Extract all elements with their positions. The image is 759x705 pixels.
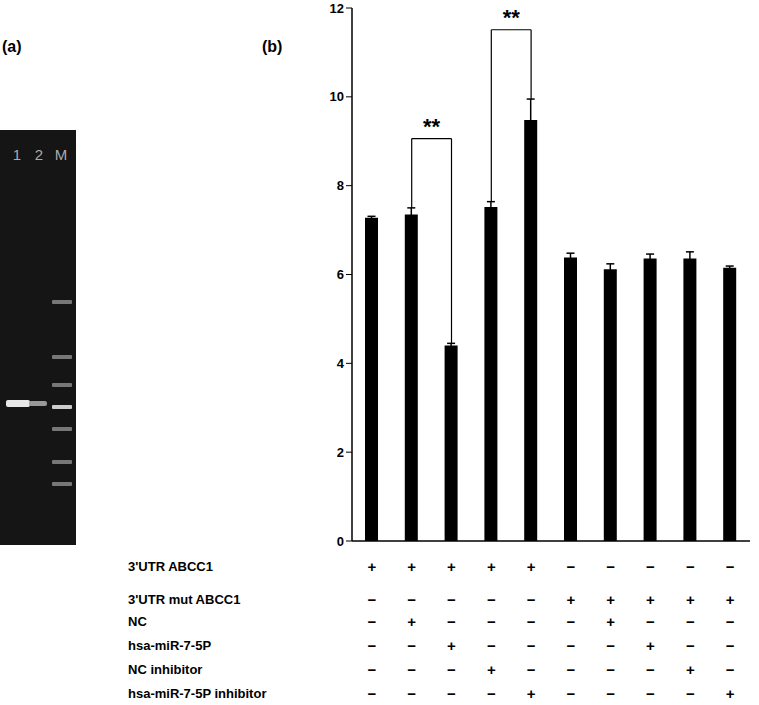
svg-text:+: + (646, 637, 655, 654)
svg-text:+: + (407, 613, 416, 630)
svg-text:−: − (527, 637, 536, 654)
svg-text:−: − (407, 685, 416, 702)
svg-text:8: 8 (337, 178, 344, 193)
svg-text:2: 2 (337, 445, 344, 460)
svg-text:−: − (368, 637, 377, 654)
svg-text:−: − (567, 613, 576, 630)
svg-text:NC inhibitor: NC inhibitor (128, 662, 202, 677)
svg-text:−: − (487, 637, 496, 654)
svg-text:−: − (567, 637, 576, 654)
svg-text:+: + (686, 591, 695, 608)
svg-text:−: − (686, 613, 695, 630)
svg-text:−: − (726, 637, 735, 654)
svg-text:−: − (487, 613, 496, 630)
svg-text:−: − (567, 661, 576, 678)
svg-text:−: − (487, 591, 496, 608)
svg-text:6: 6 (337, 267, 344, 282)
svg-text:−: − (567, 685, 576, 702)
svg-text:**: ** (423, 114, 441, 139)
svg-text:−: − (527, 613, 536, 630)
svg-text:+: + (606, 591, 615, 608)
svg-text:−: − (407, 637, 416, 654)
html-text:(a): (a) (2, 38, 22, 55)
svg-text:−: − (447, 661, 456, 678)
svg-text:−: − (527, 591, 536, 608)
svg-text:−: − (606, 661, 615, 678)
svg-text:−: − (646, 558, 655, 575)
svg-text:hsa-miR-7-5P inhibitor: hsa-miR-7-5P inhibitor (128, 686, 266, 701)
svg-text:+: + (407, 558, 416, 575)
svg-text:+: + (368, 558, 377, 575)
svg-text:−: − (726, 613, 735, 630)
svg-text:−: − (646, 661, 655, 678)
svg-text:−: − (646, 685, 655, 702)
svg-text:−: − (407, 661, 416, 678)
svg-text:−: − (447, 685, 456, 702)
svg-text:−: − (487, 685, 496, 702)
svg-text:+: + (487, 558, 496, 575)
svg-text:−: − (368, 661, 377, 678)
svg-text:+: + (646, 591, 655, 608)
svg-text:−: − (407, 591, 416, 608)
svg-text:hsa-miR-7-5P: hsa-miR-7-5P (128, 638, 211, 653)
svg-text:−: − (686, 558, 695, 575)
svg-text:+: + (447, 637, 456, 654)
svg-text:10: 10 (330, 89, 344, 104)
svg-text:0: 0 (337, 534, 344, 549)
svg-text:**: ** (503, 5, 521, 30)
svg-text:3'UTR ABCC1: 3'UTR ABCC1 (128, 559, 213, 574)
svg-text:−: − (646, 613, 655, 630)
svg-text:−: − (447, 591, 456, 608)
svg-text:+: + (567, 591, 576, 608)
svg-text:2: 2 (35, 146, 43, 163)
svg-text:12: 12 (330, 1, 344, 16)
svg-text:3'UTR mut ABCC1: 3'UTR mut ABCC1 (128, 592, 240, 607)
svg-text:−: − (726, 661, 735, 678)
svg-text:−: − (686, 685, 695, 702)
svg-text:−: − (726, 558, 735, 575)
svg-text:+: + (487, 661, 496, 678)
svg-text:−: − (368, 685, 377, 702)
svg-text:−: − (368, 591, 377, 608)
svg-text:1: 1 (13, 146, 21, 163)
html-text:(b): (b) (262, 38, 283, 55)
svg-text:+: + (447, 558, 456, 575)
svg-text:NC: NC (128, 614, 147, 629)
svg-text:−: − (368, 613, 377, 630)
svg-text:+: + (527, 558, 536, 575)
svg-text:−: − (567, 558, 576, 575)
svg-text:−: − (606, 558, 615, 575)
svg-text:M: M (55, 146, 68, 163)
svg-text:−: − (686, 637, 695, 654)
svg-text:−: − (527, 661, 536, 678)
svg-text:−: − (447, 613, 456, 630)
svg-text:+: + (726, 685, 735, 702)
svg-text:+: + (686, 661, 695, 678)
svg-text:−: − (606, 685, 615, 702)
svg-text:+: + (527, 685, 536, 702)
svg-text:−: − (606, 637, 615, 654)
svg-text:+: + (606, 613, 615, 630)
svg-text:4: 4 (337, 356, 345, 371)
svg-text:+: + (726, 591, 735, 608)
